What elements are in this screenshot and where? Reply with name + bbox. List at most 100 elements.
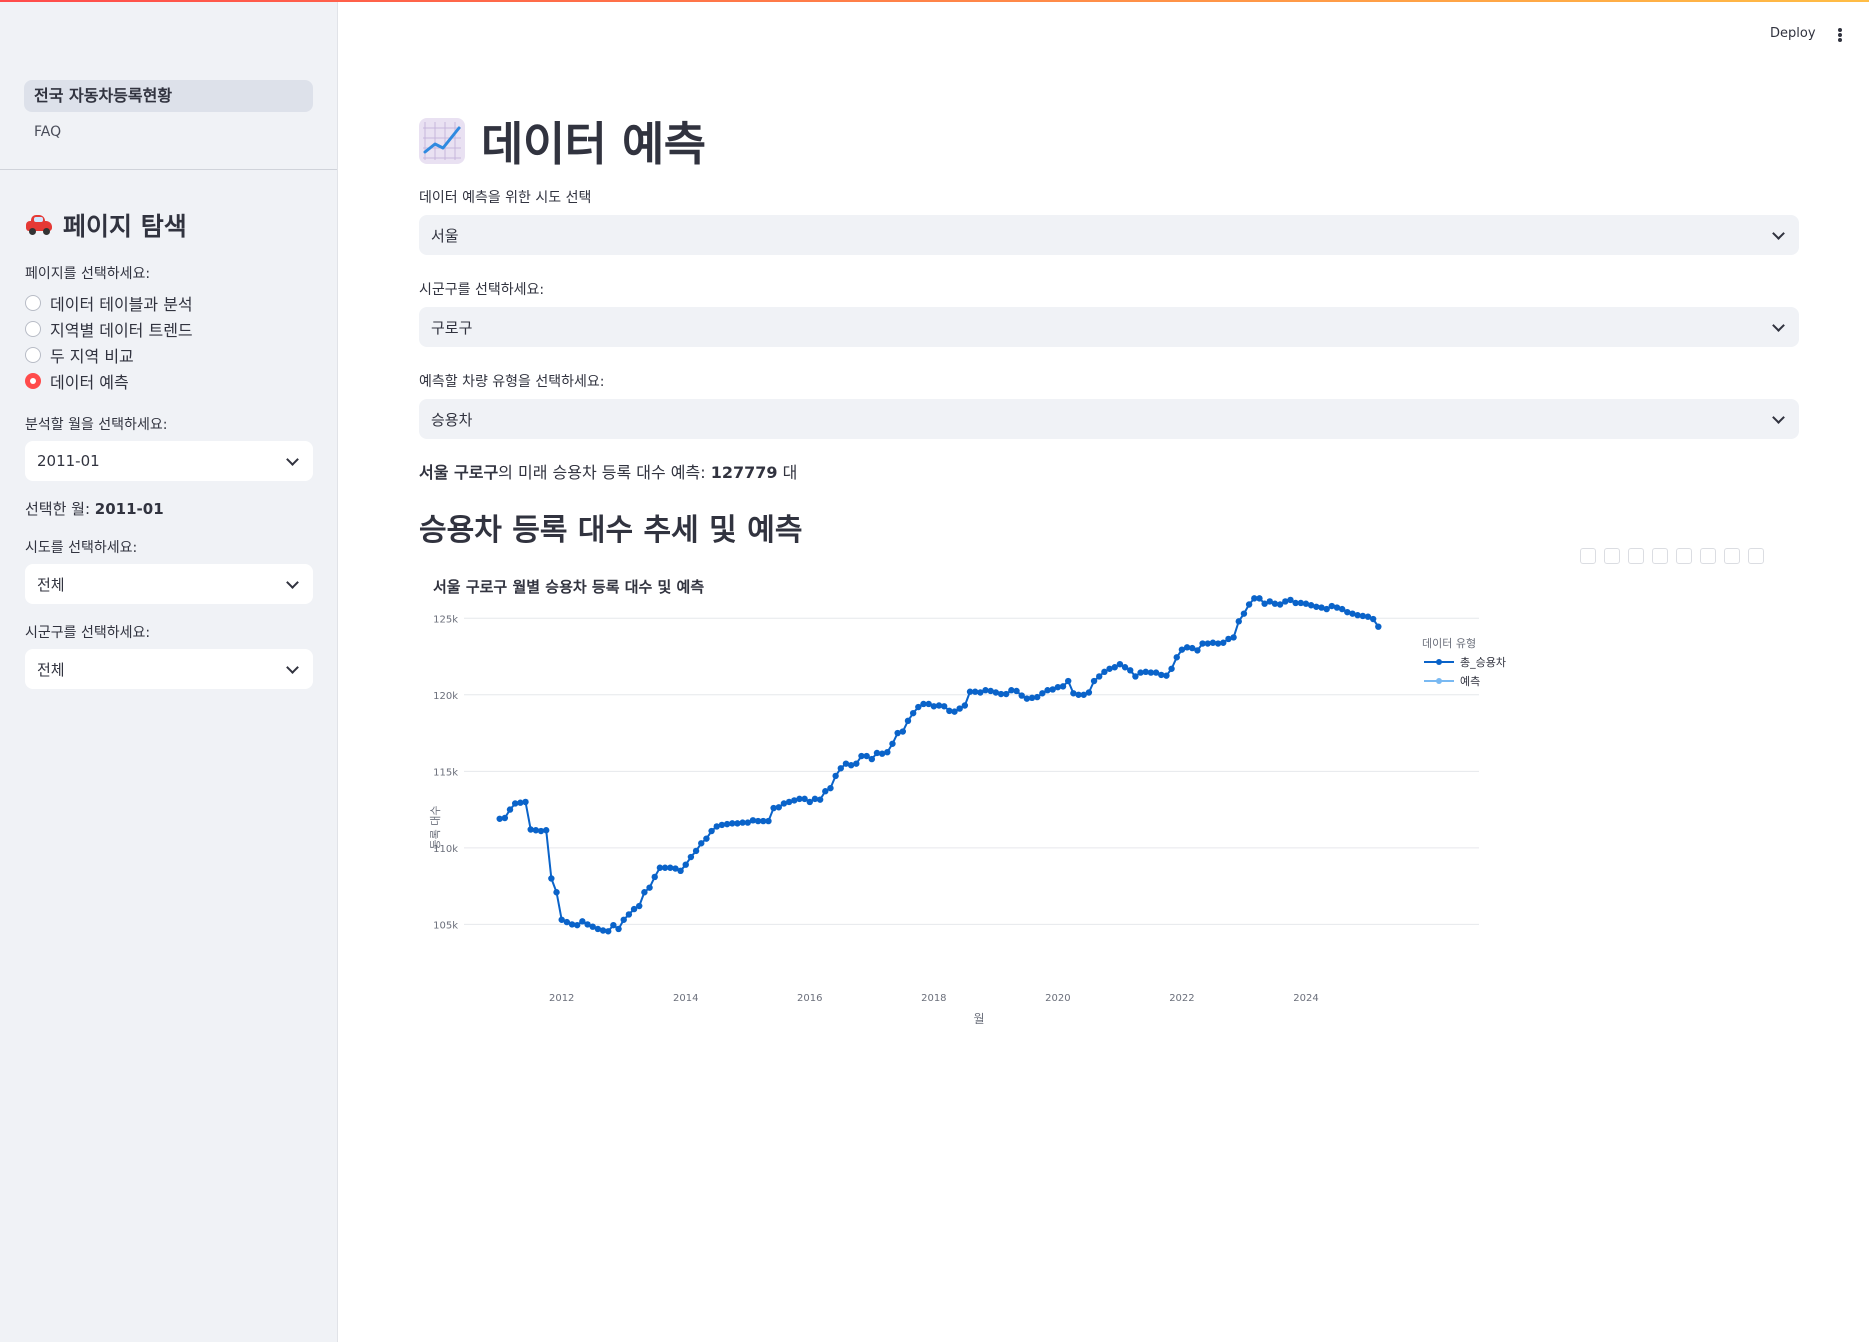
data-point bbox=[1178, 646, 1186, 653]
sidebar-section-title: 페이지 탐색 bbox=[25, 205, 313, 245]
data-point bbox=[1059, 683, 1067, 690]
data-point bbox=[816, 796, 824, 803]
data-point bbox=[1049, 686, 1056, 693]
data-point bbox=[977, 689, 984, 696]
kebab-menu-icon[interactable] bbox=[1838, 28, 1842, 42]
data-point bbox=[1158, 671, 1165, 679]
chart-increasing-icon bbox=[419, 118, 465, 164]
deploy-button[interactable]: Deploy bbox=[1770, 26, 1816, 41]
main-sido-label: 데이터 예측을 위한 시도 선택 bbox=[419, 190, 592, 206]
pan-icon[interactable] bbox=[1628, 548, 1644, 564]
data-point bbox=[1163, 672, 1170, 679]
vehicle-type-select[interactable]: 승용차 bbox=[419, 399, 1799, 439]
reset-axes-icon[interactable] bbox=[1724, 548, 1740, 564]
chevron-down-icon bbox=[1771, 228, 1785, 242]
data-point bbox=[1338, 605, 1346, 613]
data-point bbox=[827, 784, 834, 792]
nav-item-main[interactable]: 전국 자동차등록현황 bbox=[24, 80, 313, 112]
data-point bbox=[987, 687, 994, 695]
data-point bbox=[1292, 599, 1299, 607]
sidebar-sido-select[interactable]: 전체 bbox=[25, 564, 313, 604]
main-sigungu-label: 시군구를 선택하세요: bbox=[419, 282, 545, 298]
legend-entry: 총_승용차 bbox=[1460, 656, 1506, 669]
data-point bbox=[1204, 640, 1211, 647]
y-tick-label: 125k bbox=[433, 614, 458, 625]
data-point bbox=[940, 703, 948, 710]
data-point bbox=[971, 688, 979, 695]
month-select-label: 분석할 월을 선택하세요: bbox=[25, 417, 168, 433]
data-point bbox=[610, 921, 617, 929]
page-radio-option[interactable]: 지역별 데이터 트렌드 bbox=[25, 316, 313, 342]
page-radio-option[interactable]: 데이터 테이블과 분석 bbox=[25, 290, 313, 316]
data-point bbox=[956, 705, 963, 712]
data-point bbox=[961, 702, 969, 709]
zoom-out-icon[interactable] bbox=[1676, 548, 1692, 564]
data-point bbox=[1023, 695, 1031, 702]
month-select-value: 2011-01 bbox=[37, 452, 100, 470]
data-point bbox=[625, 911, 633, 918]
autoscale-icon[interactable] bbox=[1700, 548, 1716, 564]
data-point bbox=[889, 740, 896, 747]
month-select[interactable]: 2011-01 bbox=[25, 441, 313, 481]
data-point bbox=[997, 690, 1005, 698]
data-point bbox=[1209, 639, 1217, 646]
zoom-icon[interactable] bbox=[1604, 548, 1620, 564]
fullscreen-icon[interactable] bbox=[1748, 548, 1764, 564]
data-point bbox=[1245, 601, 1253, 608]
main-sido-select[interactable]: 서울 bbox=[419, 215, 1799, 255]
data-point bbox=[589, 923, 596, 930]
chevron-down-icon bbox=[285, 577, 299, 591]
data-point bbox=[899, 728, 907, 735]
data-point bbox=[760, 817, 767, 825]
data-point bbox=[868, 755, 876, 763]
data-point bbox=[511, 800, 519, 807]
radio-checked-icon[interactable] bbox=[25, 373, 41, 389]
prediction-text: 서울 구로구의 미래 승용차 등록 대수 예측: 127779 대 bbox=[419, 459, 1799, 483]
vehicle-type-value: 승용차 bbox=[431, 410, 473, 429]
data-point bbox=[1121, 664, 1129, 671]
line-chart[interactable]: 서울 구로구 월별 승용차 등록 대수 및 예측 105k 110k 115k 120k… bbox=[419, 540, 1799, 1120]
data-point bbox=[1054, 683, 1062, 691]
main-sido-value: 서울 bbox=[431, 226, 459, 245]
sidebar-sido-value: 전체 bbox=[37, 575, 65, 594]
y-tick-label: 105k bbox=[433, 920, 458, 931]
main-sigungu-select[interactable]: 구로구 bbox=[419, 307, 1799, 347]
data-point bbox=[1090, 677, 1098, 685]
data-point bbox=[1307, 602, 1315, 609]
data-point bbox=[1183, 644, 1191, 651]
data-point bbox=[1101, 668, 1108, 676]
data-point bbox=[951, 708, 958, 715]
radio-unchecked-icon[interactable] bbox=[25, 321, 41, 337]
data-point bbox=[1106, 665, 1113, 672]
radio-unchecked-icon[interactable] bbox=[25, 347, 41, 363]
data-point bbox=[1085, 689, 1093, 696]
data-point bbox=[713, 823, 720, 830]
sigungu-select-label: 시군구를 선택하세요: bbox=[25, 625, 151, 641]
zoom-in-icon[interactable] bbox=[1652, 548, 1668, 564]
data-point bbox=[822, 788, 829, 795]
data-point bbox=[641, 889, 648, 896]
nav-item-faq[interactable]: FAQ bbox=[34, 124, 62, 140]
data-point bbox=[806, 798, 813, 806]
camera-icon[interactable] bbox=[1580, 548, 1596, 564]
data-point bbox=[1044, 687, 1051, 694]
data-point bbox=[1297, 599, 1304, 607]
page-radio-label: 지역별 데이터 트렌드 bbox=[50, 321, 193, 340]
data-point bbox=[1261, 600, 1268, 607]
chart-title: 서울 구로구 월별 승용차 등록 대수 및 예측 bbox=[433, 578, 704, 596]
sidebar-sigungu-select[interactable]: 전체 bbox=[25, 649, 313, 689]
page-radio-option[interactable]: 두 지역 비교 bbox=[25, 342, 313, 368]
sidebar-nav: 전국 자동차등록현황 FAQ bbox=[0, 0, 337, 148]
data-point bbox=[739, 819, 746, 826]
page-radio-option[interactable]: 데이터 예측 bbox=[25, 368, 313, 394]
data-point bbox=[1318, 604, 1325, 611]
chart-section-title: 승용차 등록 대수 추세 및 예측 bbox=[419, 513, 803, 548]
sido-select-label: 시도를 선택하세요: bbox=[25, 540, 138, 556]
data-point bbox=[1002, 690, 1010, 698]
data-point bbox=[734, 820, 741, 827]
data-point bbox=[915, 703, 922, 711]
radio-unchecked-icon[interactable] bbox=[25, 295, 41, 311]
selected-month-text: 선택한 월: 2011-01 bbox=[25, 498, 313, 519]
chevron-down-icon bbox=[285, 454, 299, 468]
data-point bbox=[785, 798, 793, 806]
